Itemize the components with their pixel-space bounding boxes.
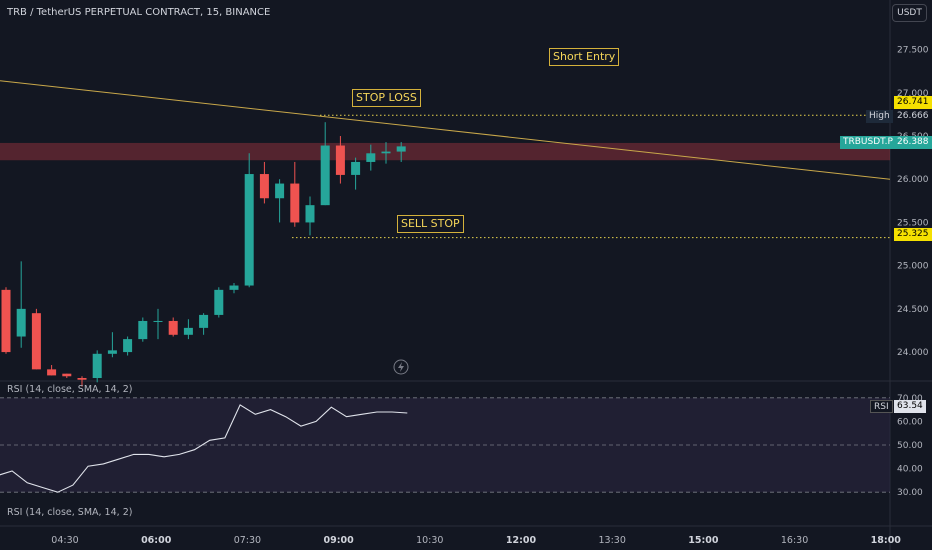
candle-body (381, 151, 391, 154)
candle-body (244, 174, 254, 286)
candle-body (199, 314, 209, 328)
price-tick-label: 25.000 (897, 262, 929, 272)
high-price-tag: 26.666 (894, 110, 932, 123)
candle-body (168, 320, 178, 335)
rsi-tick-label: 60.00 (897, 417, 923, 427)
candle-body (320, 145, 330, 206)
time-tick-label: 07:30 (234, 535, 261, 546)
price-tick-label: 25.500 (897, 218, 929, 228)
candle-body (305, 205, 315, 223)
candle-body (1, 289, 11, 353)
rsi-line (0, 404, 408, 493)
rsi-label-tag: RSI (870, 400, 893, 413)
time-tick-label: 16:30 (781, 535, 808, 546)
short-entry-label[interactable]: Short Entry (549, 48, 620, 66)
price-tick-label: 27.000 (897, 89, 929, 99)
stop-loss-price-tag: 26.741 (894, 96, 932, 109)
time-tick-label: 12:00 (506, 535, 537, 546)
sell-stop-label[interactable]: SELL STOP (397, 215, 464, 233)
candle-body (92, 353, 102, 378)
candle-body (123, 339, 133, 353)
rsi-title-top[interactable]: RSI (14, close, SMA, 14, 2) (7, 384, 133, 395)
price-tick-label: 24.000 (897, 348, 929, 358)
rsi-tick-label: 40.00 (897, 465, 923, 475)
candle-body (229, 285, 239, 290)
time-tick-label: 04:30 (51, 535, 78, 546)
rsi-tick-label: 30.00 (897, 488, 923, 498)
candle-body (290, 183, 300, 223)
candle-body (16, 308, 26, 337)
sell-stop-price-tag: 25.325 (894, 228, 932, 241)
symbol-price-label: TRBUSDT.P (840, 136, 896, 149)
price-tick-label: 24.500 (897, 305, 929, 315)
candle-body (351, 161, 361, 175)
rsi-value-tag: 63.54 (894, 400, 926, 413)
time-tick-label: 09:00 (323, 535, 354, 546)
candle-body (153, 320, 163, 322)
time-tick-label: 15:00 (688, 535, 719, 546)
rsi-tick-label: 70.00 (897, 394, 923, 404)
time-tick-label: 06:00 (141, 535, 172, 546)
candle-body (62, 373, 72, 377)
candle-body (31, 313, 41, 370)
time-tick-label: 10:30 (416, 535, 443, 546)
lightning-icon (398, 362, 404, 372)
candle-body (77, 378, 87, 380)
candle-body (275, 183, 285, 199)
candle-body (107, 350, 117, 354)
candle-body (366, 153, 376, 162)
candle-body (214, 289, 224, 315)
time-tick-label: 13:30 (599, 535, 626, 546)
price-tick-label: 27.500 (897, 46, 929, 56)
trendline (0, 80, 891, 180)
replay-icon (393, 359, 409, 375)
rsi-title-bottom[interactable]: RSI (14, close, SMA, 14, 2) (7, 507, 133, 518)
symbol-title[interactable]: TRB / TetherUS PERPETUAL CONTRACT, 15, B… (7, 7, 271, 18)
last-price-tag: 26.388 (894, 136, 932, 149)
candle-body (259, 174, 269, 199)
candle-body (47, 369, 57, 376)
candle-body (183, 327, 193, 335)
candle-body (138, 320, 148, 340)
rsi-tick-label: 50.00 (897, 441, 923, 451)
currency-button[interactable]: USDT (892, 4, 927, 22)
price-tick-label: 26.000 (897, 175, 929, 185)
high-label-tag: High (866, 110, 893, 123)
stop-loss-label[interactable]: STOP LOSS (352, 89, 421, 107)
sell-zone (0, 142, 890, 161)
candle-body (396, 146, 406, 152)
candle-body (335, 145, 345, 175)
time-tick-label: 18:00 (871, 535, 902, 546)
